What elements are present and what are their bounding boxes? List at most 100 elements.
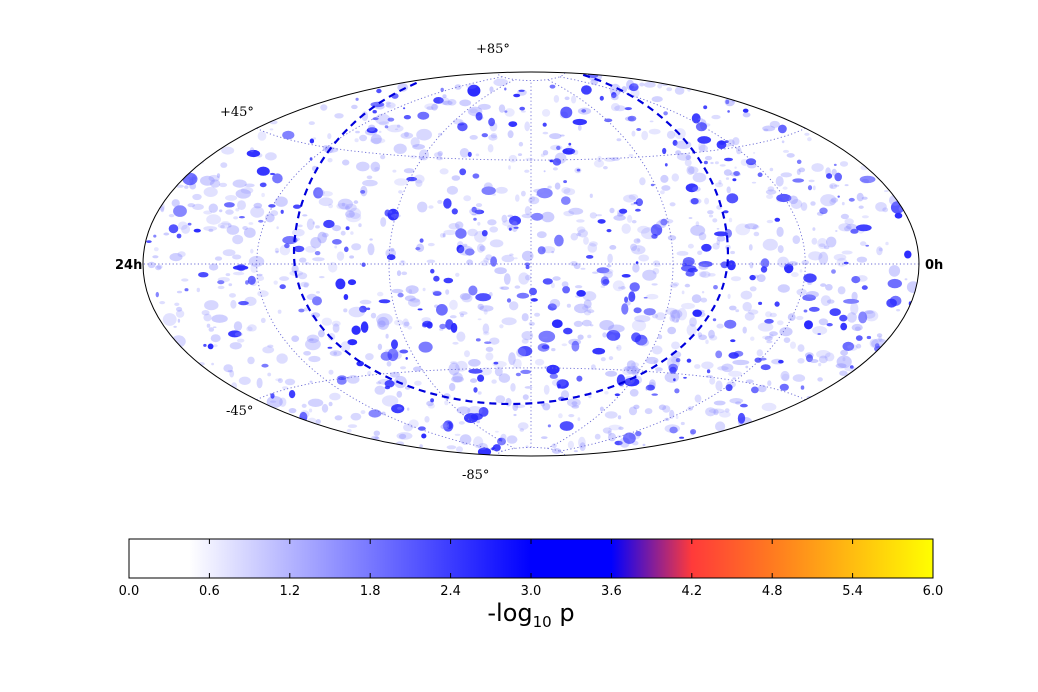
significance-blob: [397, 292, 404, 298]
significance-blob: [498, 437, 503, 442]
significance-blob: [340, 341, 351, 352]
significance-blob: [592, 347, 606, 355]
significance-blob: [258, 219, 264, 223]
significance-blob: [636, 128, 642, 131]
significance-blob: [378, 121, 390, 126]
significance-blob: [556, 145, 561, 150]
significance-blob: [869, 338, 879, 348]
coordinate-labels: +85° +45° -45° -85° 24h 0h: [115, 42, 943, 483]
significance-blob: [648, 128, 661, 135]
significance-blob: [406, 176, 418, 182]
significance-blob: [253, 202, 263, 209]
significance-blob: [666, 130, 676, 139]
significance-blob: [730, 250, 735, 255]
significance-blob: [621, 274, 631, 278]
significance-blob: [407, 325, 413, 330]
significance-blob: [724, 408, 730, 413]
significance-blob: [181, 224, 191, 234]
significance-blob: [751, 386, 759, 394]
significance-blob: [405, 285, 419, 294]
significance-blob: [657, 83, 663, 89]
significance-blob: [844, 218, 854, 225]
significance-blob: [777, 256, 789, 268]
significance-blob: [778, 359, 784, 364]
significance-blob: [208, 263, 219, 271]
significance-blob: [477, 103, 491, 110]
significance-blob: [780, 370, 790, 381]
significance-blob: [649, 120, 654, 123]
significance-blob: [514, 404, 526, 409]
significance-blob: [355, 97, 359, 101]
significance-blob: [250, 263, 258, 273]
significance-blob: [603, 270, 613, 279]
significance-blob: [293, 204, 301, 209]
significance-blob: [439, 97, 450, 105]
significance-blob: [450, 361, 458, 364]
significance-blob: [515, 194, 520, 202]
significance-blob: [777, 284, 790, 293]
significance-blob: [327, 346, 333, 349]
significance-blob: [635, 208, 641, 212]
significance-blob: [427, 242, 435, 247]
significance-blob: [477, 443, 488, 450]
significance-blob: [719, 164, 726, 167]
significance-blob: [276, 226, 279, 230]
significance-blob: [480, 367, 492, 376]
significance-blob: [576, 290, 586, 297]
significance-blob: [233, 321, 243, 331]
significance-blob: [525, 157, 534, 161]
significance-blob: [269, 120, 278, 125]
significance-blob: [664, 424, 680, 433]
significance-blob: [570, 261, 578, 267]
significance-blob: [446, 421, 453, 430]
significance-blob: [459, 168, 467, 176]
significance-blob: [493, 361, 499, 365]
significance-blob: [671, 173, 679, 182]
significance-blob: [835, 363, 847, 369]
significance-blob: [464, 350, 470, 358]
significance-blob: [511, 221, 518, 233]
significance-blob: [229, 369, 235, 378]
significance-blob: [413, 174, 425, 184]
significance-blob: [830, 197, 839, 203]
significance-blob: [173, 325, 177, 328]
significance-blob: [204, 300, 219, 311]
significance-blob: [234, 332, 243, 337]
significance-blob: [631, 245, 646, 255]
significance-blob: [665, 307, 678, 315]
significance-blob: [452, 341, 459, 345]
colorbar: 0.0 0.6 1.2 1.8 2.4 3.0 3.6 4.2 4.8 5.4 6.0 -log10…: [119, 538, 943, 631]
significance-blob: [749, 262, 754, 269]
significance-blob: [232, 254, 242, 260]
significance-blob: [864, 310, 874, 314]
significance-blob: [577, 229, 588, 238]
significance-blob: [192, 203, 204, 210]
significance-blob: [277, 309, 282, 314]
significance-blob: [456, 446, 463, 453]
significance-blob: [573, 450, 578, 453]
significance-blob: [554, 234, 564, 247]
significance-blob: [641, 130, 649, 141]
significance-blob: [247, 275, 256, 285]
significance-blob: [542, 150, 549, 156]
significance-blob: [366, 127, 378, 134]
significance-blob: [690, 225, 706, 236]
significance-blob: [209, 179, 221, 188]
significance-blob: [328, 262, 338, 273]
significance-blob: [193, 228, 201, 233]
significance-blob: [638, 254, 650, 262]
significance-blob: [341, 202, 346, 207]
significance-blob: [542, 336, 548, 339]
significance-blob: [581, 109, 587, 113]
significance-blob: [612, 280, 625, 292]
significance-blob: [396, 432, 413, 440]
significance-blob: [703, 105, 708, 110]
significance-blob: [504, 108, 515, 117]
significance-blob: [393, 143, 407, 154]
significance-blob: [633, 404, 640, 410]
significance-blob: [323, 219, 335, 229]
significance-blob: [337, 375, 347, 381]
significance-blob: [552, 276, 561, 281]
significance-blob: [616, 346, 619, 349]
